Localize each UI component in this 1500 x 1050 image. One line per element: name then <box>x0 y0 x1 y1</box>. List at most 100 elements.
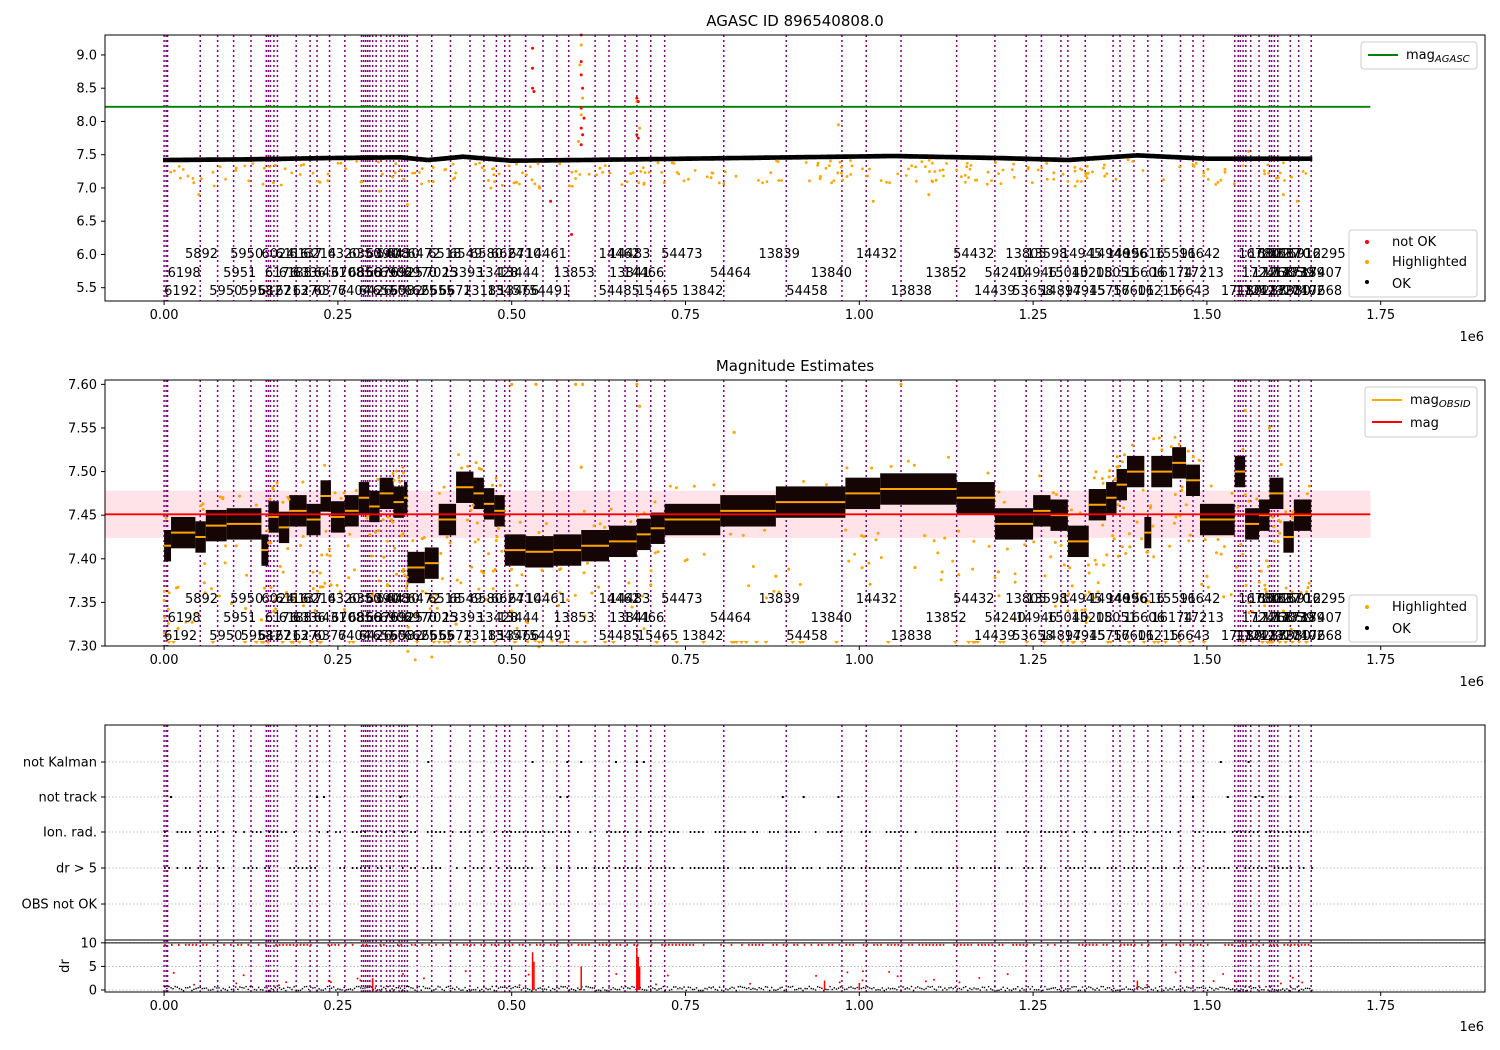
highlighted-points <box>169 43 1308 207</box>
highlighted-point <box>274 607 278 611</box>
highlighted-point <box>1244 584 1248 587</box>
highlighted-point <box>327 547 331 551</box>
obsid-label: 6708 <box>331 611 364 626</box>
highlighted-point <box>234 544 238 548</box>
obsid-label: 13393 <box>442 266 483 281</box>
highlighted-point <box>847 559 851 563</box>
highlighted-point <box>1120 460 1124 464</box>
obsid-label: 14432 <box>856 247 897 262</box>
highlighted-point <box>836 123 840 127</box>
clipped-marker <box>431 641 437 644</box>
obsid-label: 16606 <box>1123 611 1164 626</box>
clipped-marker <box>346 641 352 644</box>
highlighted-point <box>965 165 969 169</box>
obsid-label: 13840 <box>811 266 852 281</box>
highlighted-point <box>533 639 537 642</box>
highlighted-point <box>492 173 496 177</box>
highlighted-point <box>845 175 849 178</box>
panel-2-ytick-label: 7.60 <box>68 378 97 393</box>
panel-2-ytick-label: 7.50 <box>68 465 97 480</box>
highlighted-point <box>353 568 356 572</box>
legend-not-ok: not OK <box>1392 235 1437 250</box>
obsid-label: 5950 <box>209 629 242 644</box>
highlighted-point <box>969 164 973 167</box>
obsid-label: 13185 <box>463 284 504 299</box>
highlighted-point <box>653 500 657 504</box>
highlighted-point <box>177 165 181 168</box>
highlighted-point <box>452 177 455 181</box>
dr-outlier <box>1174 971 1177 974</box>
legend-highlighted-2: Highlighted <box>1392 600 1467 615</box>
highlighted-point <box>266 640 270 644</box>
legend-ok-2: OK <box>1392 622 1411 637</box>
obsid-label: 16601 <box>1113 284 1154 299</box>
clipped-marker <box>1024 641 1030 644</box>
legend-mag: mag <box>1410 416 1439 431</box>
clipped-marker <box>574 641 580 644</box>
highlighted-point <box>311 171 315 175</box>
obsid-label: 6902 <box>380 611 413 626</box>
panel-2-title: Magnitude Estimates <box>716 357 874 375</box>
highlighted-point <box>293 597 297 601</box>
dr-outlier <box>172 971 175 974</box>
obsid-label: 5951 <box>223 611 256 626</box>
highlighted-point <box>1116 554 1120 558</box>
highlighted-point <box>497 172 501 176</box>
clipped-marker <box>1187 641 1193 644</box>
obsid-label: 6655 <box>421 284 454 299</box>
obsid-label: 14461 <box>526 247 567 262</box>
clipped-marker <box>1155 641 1161 644</box>
clipped-marker <box>1277 641 1283 644</box>
clipped-marker <box>261 641 267 644</box>
clipped-marker <box>1059 641 1065 644</box>
obsid-label: 6188 <box>279 266 312 281</box>
highlighted-point <box>997 172 1000 176</box>
obsid-label: 6116 <box>275 247 308 262</box>
obsid-label: 14897 <box>1040 629 1081 644</box>
obsid-label: 6320 <box>327 247 360 262</box>
highlighted-point <box>299 164 303 167</box>
obsid-label: 14439 <box>974 629 1015 644</box>
highlighted-point <box>266 529 270 533</box>
highlighted-point <box>494 476 498 480</box>
highlighted-point <box>326 172 330 176</box>
highlighted-point <box>382 555 386 559</box>
highlighted-point <box>1001 168 1005 172</box>
highlighted-point <box>798 583 802 586</box>
highlighted-point <box>202 581 206 585</box>
obsid-label: 13805 <box>1005 592 1046 607</box>
highlighted-point <box>1229 593 1233 597</box>
highlighted-point <box>401 471 405 475</box>
highlighted-point <box>195 611 199 615</box>
obsid-label: 6549 <box>449 592 482 607</box>
obsid-label: 17241 <box>1242 611 1283 626</box>
highlighted-point <box>320 553 324 557</box>
highlighted-point <box>393 171 397 175</box>
obsid-label: 13598 <box>1026 247 1067 262</box>
clipped-marker <box>1151 641 1157 644</box>
flag-not-track-point <box>322 796 325 798</box>
highlighted-point <box>927 193 931 197</box>
highlighted-point <box>1247 499 1251 503</box>
highlighted-point <box>399 168 402 172</box>
highlighted-point <box>641 166 645 170</box>
panel-3-xtick-label: 1.50 <box>1192 999 1221 1014</box>
highlighted-point <box>1114 177 1118 181</box>
highlighted-point <box>1235 565 1239 569</box>
clipped-marker <box>456 641 462 644</box>
obsid-label: 13444 <box>498 611 539 626</box>
not-ok-point <box>531 66 535 70</box>
highlighted-point <box>693 169 697 172</box>
highlighted-point <box>1216 538 1220 541</box>
obsid-label: 6431 <box>314 611 347 626</box>
highlighted-point <box>373 599 377 603</box>
highlighted-point <box>777 590 781 594</box>
highlighted-point <box>471 503 475 507</box>
highlighted-point <box>931 180 934 184</box>
obsid-label: 17242 <box>1235 284 1276 299</box>
highlighted-point <box>830 181 833 185</box>
obsid-label: 6116 <box>275 592 308 607</box>
panel-1-ytick-label: 6.5 <box>76 215 97 230</box>
highlighted-point <box>927 158 931 162</box>
highlighted-point <box>723 170 727 174</box>
